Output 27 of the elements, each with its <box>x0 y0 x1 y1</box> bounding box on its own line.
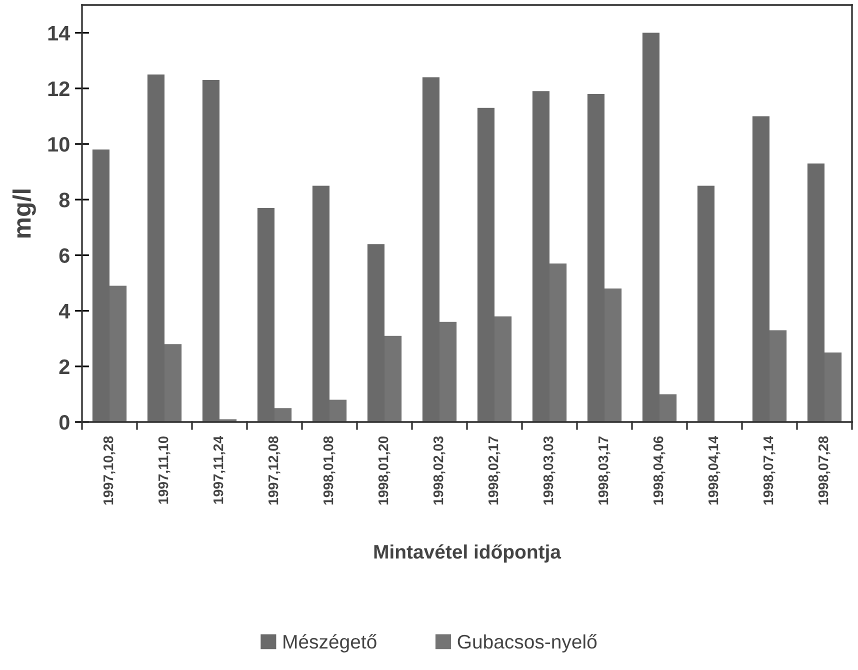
y-tick-label: 6 <box>59 248 70 263</box>
legend-label: Mészégető <box>284 634 376 652</box>
y-axis-title: mg/l <box>12 190 36 238</box>
bar <box>697 186 714 422</box>
legend-label: Gubacsos-nyelő <box>458 634 597 652</box>
x-tick-label: 1998,02,03 <box>433 436 446 505</box>
x-tick-label: 1997,10,28 <box>103 436 116 505</box>
y-tick-label: 10 <box>48 137 70 152</box>
y-tick-label: 12 <box>48 81 70 96</box>
y-tick-label: 0 <box>59 415 70 430</box>
y-tick-label: 2 <box>59 359 70 374</box>
x-axis-title: Mintavétel időpontja <box>374 544 562 563</box>
y-tick-label: 4 <box>58 304 70 318</box>
y-tick-label: 8 <box>59 192 70 208</box>
x-tick-label: 1997,12,08 <box>268 436 280 505</box>
x-tick-label: 1998,03,17 <box>598 436 610 505</box>
y-tick-label: 14 <box>48 26 70 40</box>
x-tick-label: 1998,07,28 <box>818 436 830 505</box>
x-tick-label: 1997,11,10 <box>158 436 170 504</box>
x-tick-label: 1998,04,14 <box>708 436 720 505</box>
x-tick-label: 1998,07,14 <box>763 436 776 505</box>
x-tick-label: 1998,01,08 <box>323 436 336 505</box>
x-tick-label: 1998,03,03 <box>543 436 556 505</box>
x-tick-label: 1998,01,20 <box>378 436 390 505</box>
x-tick-label: 1998,04,06 <box>653 436 666 505</box>
x-tick-label: 1998,02,17 <box>488 436 500 505</box>
x-tick-label: 1997,11,24 <box>213 436 226 504</box>
